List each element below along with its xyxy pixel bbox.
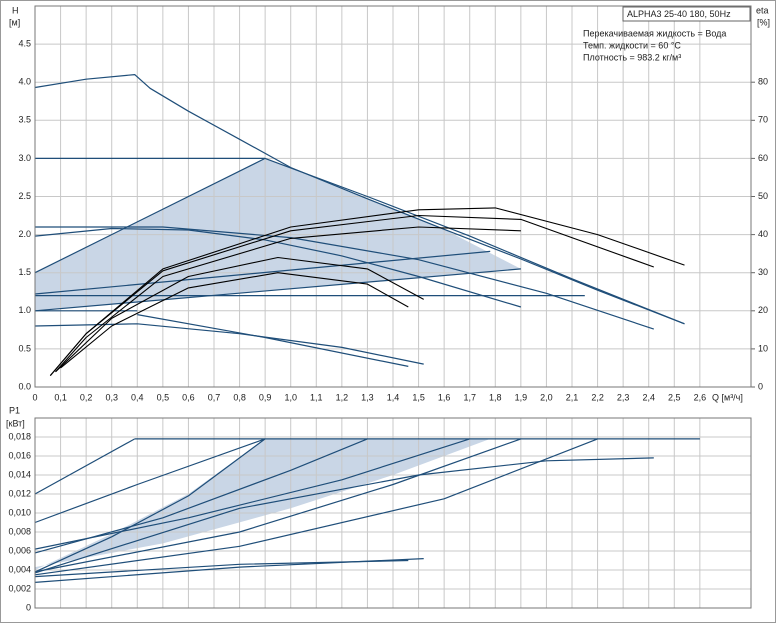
curve (55, 226, 521, 373)
x-tick-label: 1,7 (463, 392, 476, 402)
y-tick-label: 0 (26, 602, 31, 612)
x-tick-label: 2,5 (668, 392, 681, 402)
y2-tick-label: 10 (758, 343, 768, 353)
x-tick-label: 1,1 (310, 392, 323, 402)
curve (34, 73, 685, 325)
curve (34, 559, 409, 578)
x-tick-label: 0,2 (80, 392, 93, 402)
y-tick-label: 0.5 (18, 343, 31, 353)
x-tick-label: 2,4 (642, 392, 655, 402)
y-tick-label: 0,004 (8, 564, 31, 574)
x-label: Q [м³/ч] (712, 392, 743, 402)
y-tick-label: 0,008 (8, 526, 31, 536)
x-tick-label: 0,5 (157, 392, 170, 402)
y2-label: eta (756, 5, 769, 15)
plot-frame (34, 417, 752, 609)
y2-unit: [%] (757, 17, 770, 27)
y-tick-label: 0,018 (8, 431, 31, 441)
curve (34, 457, 654, 574)
x-tick-label: 0,4 (131, 392, 144, 402)
y-label: P1 (9, 405, 20, 415)
x-tick-label: 2,2 (591, 392, 604, 402)
plots: 0 0,1 0,2 0,3 0,4 0,5 0,6 0,7 0,8 0,9 1,0 1,1 1,2 1,3… (8, 5, 768, 612)
y-tick-label: 0,016 (8, 450, 31, 460)
y-tick-label: 0,002 (8, 583, 31, 593)
x-tick-label: 2,6 (694, 392, 707, 402)
annotation: Темп. жидкости = 60 °C (583, 40, 681, 50)
x-tick-label: 1,9 (515, 392, 528, 402)
y-tick-label: 1.5 (18, 267, 31, 277)
curve (34, 438, 135, 495)
x-tick-label: 1,8 (489, 392, 502, 402)
curve (34, 438, 266, 524)
x-tick-label: 2,0 (540, 392, 553, 402)
x-tick-label: 0,7 (208, 392, 221, 402)
x-tick-label: 0,9 (259, 392, 272, 402)
x-tick-label: 0,8 (233, 392, 246, 402)
y-tick-label: 2.5 (18, 191, 31, 201)
y-tick-label: 3.0 (18, 153, 31, 163)
y-unit: [м] (9, 17, 20, 27)
y2-tick-label: 30 (758, 267, 768, 277)
curve (34, 438, 266, 573)
curve (34, 438, 368, 554)
curve (34, 157, 266, 274)
curve (137, 314, 409, 367)
curve (35, 226, 654, 330)
x-tick-label: 0 (32, 392, 37, 402)
y-tick-label: 0,006 (8, 545, 31, 555)
curve (34, 438, 598, 576)
y-tick-label: 3.5 (18, 115, 31, 125)
curve (60, 272, 409, 369)
y-tick-label: 2.0 (18, 229, 31, 239)
x-tick-label: 1,0 (284, 392, 297, 402)
y-unit: [кВт] (6, 418, 25, 428)
curve (34, 227, 522, 308)
y2-tick-label: 20 (758, 305, 768, 315)
y-tick-label: 1.0 (18, 305, 31, 315)
x-tick-label: 2,3 (617, 392, 630, 402)
x-tick-label: 0,1 (54, 392, 67, 402)
y-label: H (12, 5, 19, 15)
curve (34, 438, 470, 550)
curve (34, 250, 491, 295)
curve (35, 157, 685, 325)
y2-tick-label: 0 (758, 381, 763, 391)
annotation: Перекачиваемая жидкость = Вода (583, 28, 726, 38)
x-tick-label: 1,4 (387, 392, 400, 402)
x-tick-label: 1,5 (412, 392, 425, 402)
y2-tick-label: 40 (758, 229, 768, 239)
y-tick-label: 4.5 (18, 38, 31, 48)
x-tick-label: 1,3 (361, 392, 374, 402)
x-tick-label: 0,6 (182, 392, 195, 402)
curve (34, 438, 522, 573)
curve (49, 214, 654, 376)
y-tick-label: 0.0 (18, 381, 31, 391)
chart-title: ALPHA3 25-40 180, 50Hz (627, 9, 731, 19)
x-tick-label: 1,2 (336, 392, 349, 402)
title-box (622, 6, 751, 22)
x-tick-label: 2,1 (566, 392, 579, 402)
x-tick-label: 0,3 (105, 392, 118, 402)
y-tick-label: 0,010 (8, 507, 31, 517)
y2-tick-label: 80 (758, 77, 768, 87)
annotation: Плотность = 983.2 кг/м³ (583, 52, 681, 62)
y2-tick-label: 60 (758, 153, 768, 163)
y-tick-label: 0,012 (8, 488, 31, 498)
y2-tick-label: 50 (758, 191, 768, 201)
y-tick-label: 4.0 (18, 77, 31, 87)
x-tick-label: 1,6 (438, 392, 451, 402)
curve (55, 256, 424, 373)
y-tick-label: 0,014 (8, 469, 31, 479)
curve (34, 268, 521, 312)
y2-tick-label: 70 (758, 115, 768, 125)
plot-frame (34, 5, 752, 388)
